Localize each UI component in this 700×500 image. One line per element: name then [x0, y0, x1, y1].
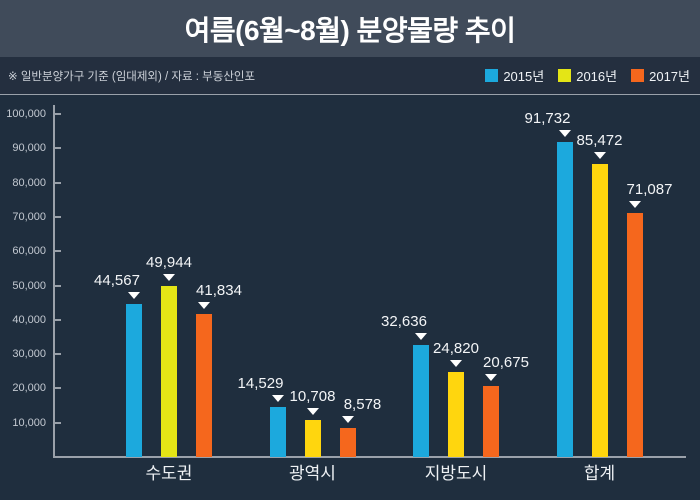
legend: 2015년 2016년 2017년: [485, 66, 690, 85]
down-triangle-icon: [128, 292, 140, 299]
page-title: 여름(6월~8월) 분양물량 추이: [184, 14, 516, 46]
value-label: 10,708: [289, 388, 336, 405]
legend-item-2017년: 2017년: [631, 66, 690, 85]
bar-광역시-2017년: [339, 428, 356, 457]
value-label: 24,820: [433, 340, 479, 357]
value-label: 20,675: [483, 354, 529, 371]
value-label: 49,944: [146, 254, 192, 271]
bar-수도권-2016년: [161, 286, 177, 457]
y-axis-label: 10,000: [12, 416, 46, 429]
down-triangle-icon: [163, 274, 175, 281]
y-axis-tick: [54, 284, 61, 287]
category-label-지방도시: 지방도시: [424, 464, 488, 483]
y-axis-tick: [54, 181, 61, 184]
y-axis-label: 80,000: [12, 176, 46, 189]
y-axis-label: 30,000: [12, 348, 46, 361]
down-triangle-icon: [628, 201, 641, 208]
bar-합계-2017년: [626, 213, 643, 457]
value-label: 71,087: [626, 181, 673, 198]
bar-합계-2015년: [556, 142, 573, 457]
legend-label: 2017년: [649, 69, 690, 84]
legend-swatch-icon: [485, 69, 499, 82]
legend-swatch-icon: [558, 69, 572, 82]
down-triangle-icon: [485, 374, 497, 381]
bar-지방도시-2015년: [413, 345, 429, 457]
legend-label: 2015년: [503, 69, 545, 84]
value-label: 44,567: [94, 272, 140, 289]
down-triangle-icon: [306, 408, 319, 415]
y-axis-label: 60,000: [12, 245, 46, 258]
value-label: 85,472: [576, 132, 623, 149]
bar-수도권-2017년: [196, 314, 212, 457]
value-label: 8,578: [343, 396, 382, 413]
y-axis-tick: [54, 353, 61, 356]
category-label-수도권: 수도권: [145, 464, 193, 483]
category-label-광역시: 광역시: [289, 464, 336, 483]
bar-광역시-2016년: [304, 420, 321, 457]
y-axis-label: 20,000: [12, 382, 46, 395]
down-triangle-icon: [450, 360, 462, 367]
category-label-합계: 합계: [583, 464, 616, 483]
value-label: 14,529: [237, 375, 284, 392]
y-axis-label: 50,000: [12, 279, 46, 292]
y-axis-tick: [54, 215, 61, 218]
y-axis-label: 100,000: [6, 108, 46, 120]
legend-item-2015년: 2015년: [485, 66, 544, 85]
down-triangle-icon: [198, 302, 210, 309]
y-axis-tick: [54, 421, 61, 424]
y-axis-tick: [54, 113, 61, 115]
y-axis-label: 40,000: [12, 313, 46, 326]
legend-swatch-icon: [631, 69, 645, 82]
bar-수도권-2015년: [126, 304, 142, 457]
value-label: 91,732: [524, 110, 571, 127]
y-axis-tick: [54, 147, 61, 150]
legend-label: 2016년: [576, 69, 618, 84]
x-axis-line: [53, 456, 686, 458]
y-axis-label: 70,000: [12, 210, 46, 223]
value-label: 32,636: [381, 313, 427, 330]
y-axis-line: [53, 105, 55, 458]
bar-지방도시-2016년: [448, 372, 464, 457]
y-axis-label: 90,000: [12, 142, 46, 155]
title-band: 여름(6월~8월) 분양물량 추이: [0, 0, 700, 57]
down-triangle-icon: [593, 152, 606, 159]
down-triangle-icon: [415, 333, 427, 340]
down-triangle-icon: [558, 130, 571, 137]
subheader-band: ※ 일반분양가구 기준 (임대제외) / 자료 : 부동산인포 2015년 201…: [0, 57, 700, 95]
source-note: ※ 일반분양가구 기준 (임대제외) / 자료 : 부동산인포: [8, 70, 256, 83]
value-label: 41,834: [196, 282, 242, 299]
down-triangle-icon: [271, 395, 284, 402]
bar-광역시-2015년: [269, 407, 286, 457]
chart-area: 10,000 20,000 30,000 40,000 50,000 60,000 70,0…: [0, 96, 700, 500]
y-axis-tick: [54, 250, 61, 253]
bar-지방도시-2017년: [483, 386, 499, 457]
legend-item-2016년: 2016년: [558, 66, 617, 85]
bar-합계-2016년: [591, 164, 608, 457]
y-axis-tick: [54, 318, 61, 321]
down-triangle-icon: [341, 416, 354, 423]
y-axis-tick: [54, 387, 61, 390]
